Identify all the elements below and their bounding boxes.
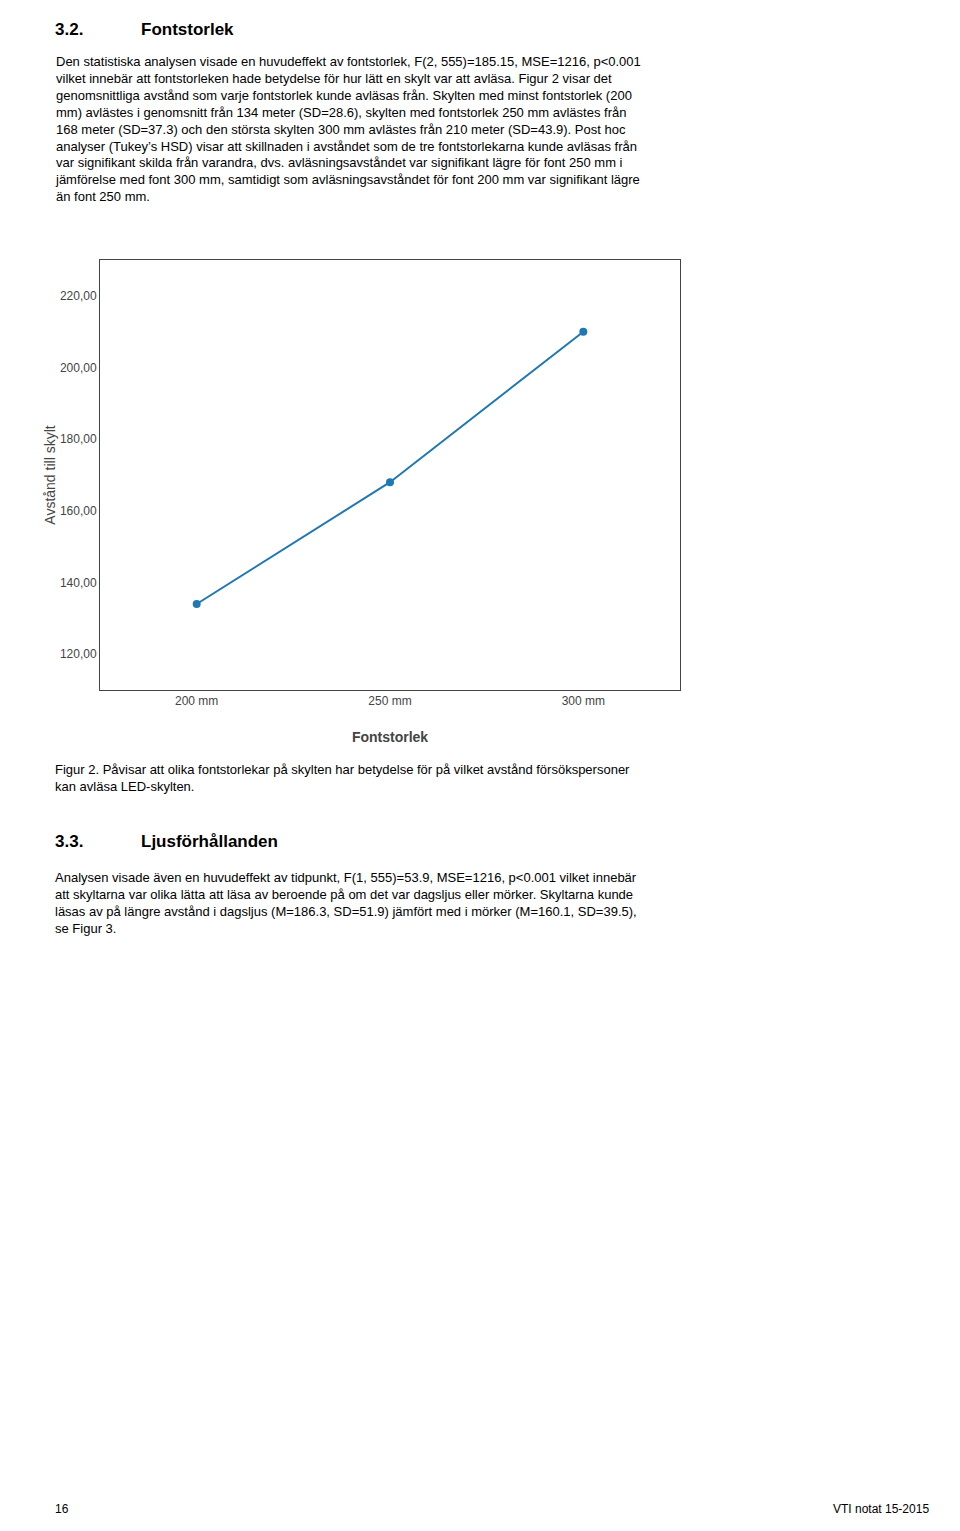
svg-text:Analysen visade även en huvude: Analysen visade även en huvudeffekt av t… — [55, 870, 637, 936]
svg-text:140,00: 140,00 — [60, 576, 97, 590]
svg-text:220,00: 220,00 — [60, 289, 97, 303]
svg-text:VTI notat 15-2015: VTI notat 15-2015 — [833, 1502, 929, 1516]
svg-text:200 mm: 200 mm — [175, 694, 218, 708]
svg-text:120,00: 120,00 — [60, 647, 97, 661]
svg-text:Fontstorlek: Fontstorlek — [352, 729, 428, 745]
svg-text:3.3.: 3.3. — [55, 832, 83, 851]
svg-text:250 mm: 250 mm — [368, 694, 411, 708]
svg-text:Den statistiska analysen visad: Den statistiska analysen visade en huvud… — [55, 54, 641, 204]
svg-text:Avstånd till skylt: Avstånd till skylt — [42, 425, 58, 524]
svg-text:Fontstorlek: Fontstorlek — [141, 20, 234, 39]
svg-text:16: 16 — [55, 1502, 69, 1516]
svg-text:Ljusförhållanden: Ljusförhållanden — [141, 832, 278, 851]
svg-text:180,00: 180,00 — [60, 432, 97, 446]
svg-text:3.2.: 3.2. — [55, 20, 83, 39]
svg-text:160,00: 160,00 — [60, 504, 97, 518]
svg-text:Figur 2. Påvisar att olika fon: Figur 2. Påvisar att olika fontstorlekar… — [55, 762, 630, 794]
svg-text:300 mm: 300 mm — [562, 694, 605, 708]
svg-text:200,00: 200,00 — [60, 361, 97, 375]
